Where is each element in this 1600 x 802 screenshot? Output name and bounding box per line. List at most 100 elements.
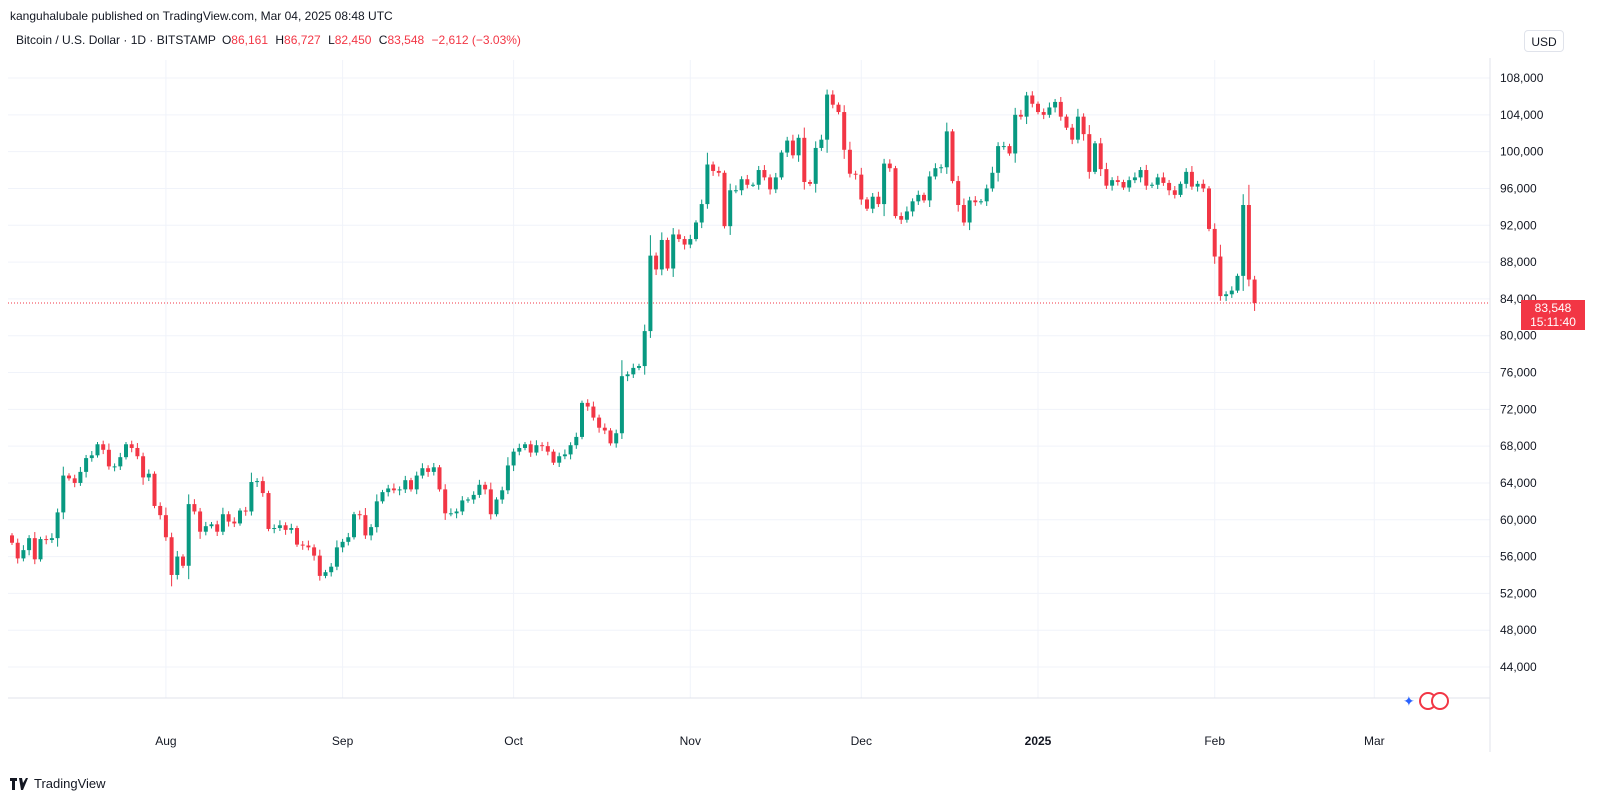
candle-body xyxy=(916,194,921,202)
candle xyxy=(249,472,254,516)
y-tick-label: 44,000 xyxy=(1500,660,1537,674)
candle-body xyxy=(32,538,37,560)
candle xyxy=(779,150,784,180)
candle xyxy=(426,465,431,477)
candle-body xyxy=(289,528,294,530)
candle-body xyxy=(106,449,111,467)
candle xyxy=(477,479,482,498)
candle xyxy=(1098,137,1103,177)
candle xyxy=(619,360,624,439)
candle xyxy=(979,199,983,205)
candle-body xyxy=(1246,205,1251,280)
candle-body xyxy=(1161,177,1166,183)
candle-body xyxy=(181,556,185,566)
candle xyxy=(329,563,334,577)
candle xyxy=(10,533,14,546)
candle-body xyxy=(790,140,795,156)
candle-body xyxy=(785,140,790,153)
candle-body xyxy=(733,190,738,192)
candle xyxy=(768,174,773,195)
candle xyxy=(597,414,602,433)
candle-body xyxy=(300,544,305,546)
candle xyxy=(255,478,260,487)
economic-events[interactable]: ✦ xyxy=(1403,691,1449,711)
candle-body xyxy=(984,188,989,202)
candle-body xyxy=(397,489,402,491)
candle-body xyxy=(272,528,277,530)
candle-body xyxy=(654,255,659,270)
candle xyxy=(796,134,801,162)
candle xyxy=(1081,113,1086,141)
currency-button[interactable]: USD xyxy=(1524,30,1564,52)
last-price-tag: 83,548 15:11:40 xyxy=(1521,300,1585,330)
candle-body xyxy=(699,204,704,223)
candle xyxy=(152,471,157,509)
candle xyxy=(454,508,459,519)
candle-body xyxy=(585,402,590,407)
candle-body xyxy=(403,480,408,490)
candle-body xyxy=(1212,228,1217,257)
x-tick-label: Mar xyxy=(1364,734,1385,748)
candle xyxy=(1087,125,1092,179)
candle xyxy=(1172,185,1177,199)
y-tick-label: 80,000 xyxy=(1500,329,1537,343)
candle xyxy=(67,473,71,481)
candle-body xyxy=(1167,182,1172,191)
candle xyxy=(637,363,641,371)
candle xyxy=(1001,141,1006,150)
candle-body xyxy=(1201,183,1206,189)
candle-body xyxy=(1013,114,1018,154)
candle xyxy=(466,497,470,503)
candle-body xyxy=(1110,180,1115,186)
candle-body xyxy=(1229,290,1234,295)
candle-body xyxy=(426,468,431,472)
candle xyxy=(751,182,755,188)
candle-body xyxy=(511,451,516,466)
candle xyxy=(933,163,938,180)
candle xyxy=(984,184,989,206)
candle-body xyxy=(232,521,237,524)
candle xyxy=(853,170,858,180)
brand-name: TradingView xyxy=(34,776,106,791)
candle-body xyxy=(84,458,89,472)
candle-body xyxy=(317,555,322,576)
y-tick-label: 88,000 xyxy=(1500,255,1537,269)
candle-body xyxy=(414,475,419,490)
candle xyxy=(44,535,49,545)
candle-body xyxy=(488,489,493,515)
footer: TradingView xyxy=(10,776,106,791)
candle xyxy=(808,179,812,187)
candle xyxy=(494,497,499,517)
symbol-legend: Bitcoin / U.S. Dollar · 1D · BITSTAMP O8… xyxy=(16,33,521,47)
candle xyxy=(602,423,607,435)
candle-body xyxy=(380,492,385,502)
candle-body xyxy=(1058,101,1063,117)
candle xyxy=(15,538,20,564)
last-price: 83,548 xyxy=(1534,301,1572,315)
candle-body xyxy=(266,493,271,529)
candle-body xyxy=(471,494,476,500)
candle-body xyxy=(779,152,784,178)
candle xyxy=(1235,273,1240,293)
candle xyxy=(591,401,596,421)
candle-body xyxy=(49,538,54,540)
candle xyxy=(882,158,887,217)
candle xyxy=(625,371,630,382)
candle-body xyxy=(21,550,26,559)
candle xyxy=(1041,108,1046,120)
candle-body xyxy=(448,513,453,515)
candle xyxy=(55,508,60,547)
candle-body xyxy=(728,190,733,227)
us-flag-icon[interactable] xyxy=(1430,692,1449,710)
candle xyxy=(363,507,368,539)
candle-body xyxy=(637,366,641,368)
candle xyxy=(887,159,892,172)
y-tick-label: 72,000 xyxy=(1500,402,1537,416)
candle-body xyxy=(608,430,613,444)
candle-body xyxy=(27,538,32,551)
candle-body xyxy=(95,444,100,456)
candle-body xyxy=(1138,170,1143,178)
candle xyxy=(745,174,750,189)
candle-body xyxy=(112,466,117,468)
